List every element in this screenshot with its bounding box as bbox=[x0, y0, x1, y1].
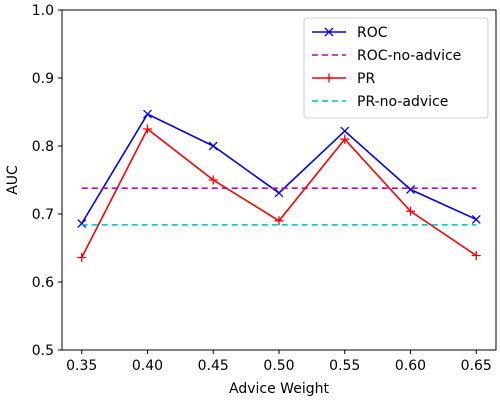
data-point-roc bbox=[77, 219, 87, 228]
y-tick-label: 0.9 bbox=[32, 71, 54, 87]
data-point-roc bbox=[340, 126, 350, 136]
data-point-pr bbox=[77, 253, 87, 263]
x-tick-label: 0.65 bbox=[461, 358, 492, 374]
x-axis-title: Advice Weight bbox=[229, 381, 329, 397]
legend-marker bbox=[324, 73, 334, 83]
data-point-pr bbox=[340, 134, 350, 144]
y-tick-label: 0.6 bbox=[32, 275, 54, 291]
data-point-roc bbox=[143, 109, 152, 119]
y-tick-label: 0.7 bbox=[32, 207, 54, 223]
data-point-pr bbox=[471, 250, 481, 260]
axes-layer: 0.35 0.40 0.45 0.50 0.55 0.60 0.65 0.5 0.6 0.7 0.8… bbox=[32, 3, 492, 374]
x-tick-label: 0.55 bbox=[329, 358, 360, 374]
x-tick-label: 0.60 bbox=[395, 358, 426, 374]
data-point-roc bbox=[274, 188, 284, 198]
y-tick-label: 1.0 bbox=[32, 3, 54, 19]
data-point-roc bbox=[471, 214, 481, 224]
data-point-roc bbox=[208, 141, 218, 151]
y-axis-title: AUC bbox=[5, 165, 21, 195]
legend-label: ROC-no-advice bbox=[357, 48, 461, 64]
x-tick-label: 0.50 bbox=[263, 358, 294, 374]
series-line-roc bbox=[81, 113, 477, 224]
data-point-roc bbox=[406, 185, 415, 194]
series-layer bbox=[77, 109, 481, 263]
legend: ROC ROC-no-advice PR PR-no-advice bbox=[303, 17, 489, 119]
y-tick-label: 0.8 bbox=[32, 139, 54, 155]
x-tick-label: 0.45 bbox=[198, 358, 229, 374]
data-point-pr bbox=[274, 216, 284, 226]
data-point-pr bbox=[208, 175, 218, 185]
data-point-pr bbox=[142, 124, 152, 134]
legend-label: ROC bbox=[357, 25, 388, 41]
legend-label: PR-no-advice bbox=[357, 94, 448, 110]
y-tick-label: 0.5 bbox=[32, 343, 54, 359]
legend-box bbox=[303, 17, 489, 119]
legend-label: PR bbox=[357, 71, 375, 87]
x-tick-label: 0.35 bbox=[66, 358, 97, 374]
x-tick-label: 0.40 bbox=[132, 358, 163, 374]
legend-marker bbox=[324, 27, 334, 37]
data-point-pr bbox=[406, 206, 416, 216]
